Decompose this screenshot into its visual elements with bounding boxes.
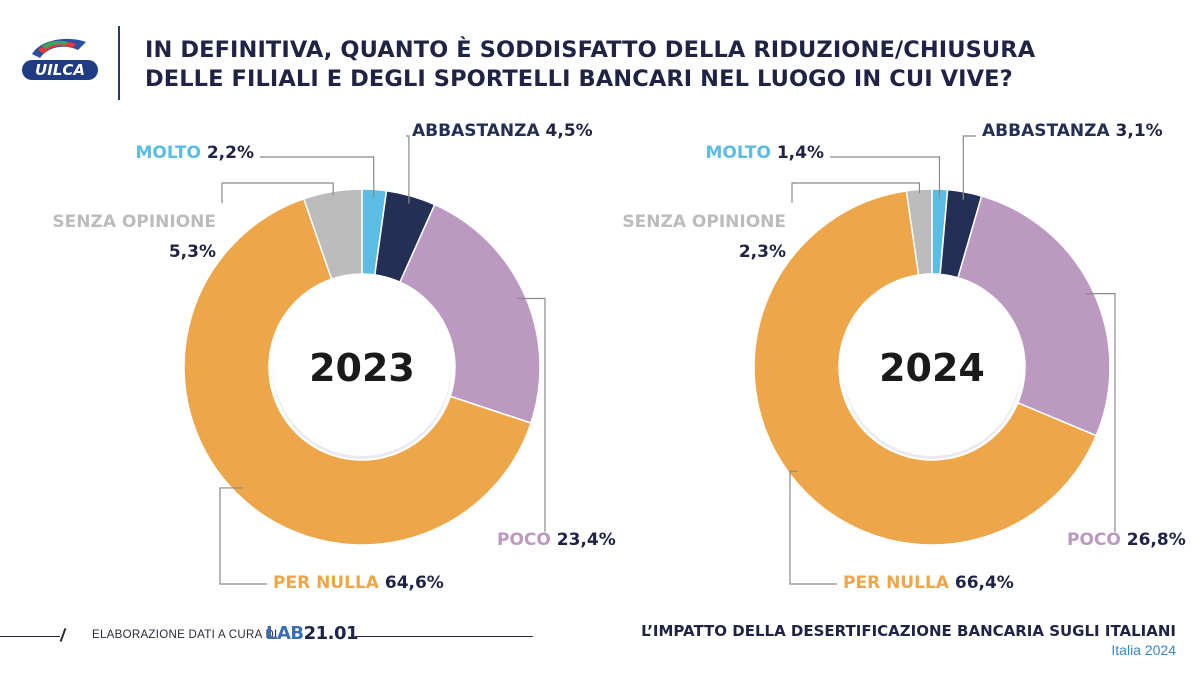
report-subtitle: Italia 2024 xyxy=(1111,642,1176,658)
value-senza-opinione: 5,3% xyxy=(169,242,216,262)
leader-line-senza-opinione xyxy=(791,182,921,203)
center-circle xyxy=(273,278,451,456)
label-molto: MOLTO 1,4% xyxy=(705,143,824,163)
title-line-2: DELLE FILIALI E DEGLI SPORTELLI BANCARI … xyxy=(145,66,1013,92)
chart-year-label: 2024 xyxy=(879,346,985,390)
leader-line-poco xyxy=(517,297,546,532)
leader-line-poco xyxy=(1085,293,1116,532)
slice-per-nulla-2024 xyxy=(753,190,1098,546)
label-senza-opinione: SENZA OPINIONE xyxy=(52,212,216,232)
logo-text: UILCA xyxy=(35,61,85,79)
center-circle xyxy=(843,278,1021,456)
label-poco: POCO 23,4% xyxy=(497,530,616,550)
label-name-per-nulla: PER NULLA xyxy=(843,573,955,593)
label-per-nulla: PER NULLA 66,4% xyxy=(843,573,1014,593)
label-senza-opinione: SENZA OPINIONE xyxy=(622,212,786,232)
label-poco: POCO 26,8% xyxy=(1067,530,1186,550)
uilca-logo: UILCA xyxy=(22,38,98,80)
value-senza-opinione: 2,3% xyxy=(739,242,786,262)
label-per-nulla: PER NULLA 64,6% xyxy=(273,573,444,593)
leader-line-molto xyxy=(260,156,375,198)
label-name-molto: MOLTO xyxy=(705,143,776,163)
leader-line-abbastanza xyxy=(406,135,410,204)
footer-rule-left xyxy=(0,636,60,637)
footer-rule-right xyxy=(355,636,533,637)
label-name-per-nulla: PER NULLA xyxy=(273,573,385,593)
label-name-poco: POCO xyxy=(1067,530,1127,550)
lab-prefix: LAB xyxy=(266,623,304,644)
lab-suffix: 21.01 xyxy=(303,623,359,644)
label-name-poco: POCO xyxy=(497,530,557,550)
leader-line-molto xyxy=(830,156,941,198)
leader-line-per-nulla xyxy=(219,487,267,585)
slice-senza-opinione-2023 xyxy=(302,188,363,281)
slice-per-nulla-2023 xyxy=(183,197,532,546)
slice-poco-2024 xyxy=(957,195,1111,437)
footer-credit: ELABORAZIONE DATI A CURA DI xyxy=(92,629,278,641)
value-abbastanza: 3,1% xyxy=(1116,121,1163,141)
value-poco: 26,8% xyxy=(1127,530,1186,550)
slice-senza-opinione-2024 xyxy=(905,188,933,276)
header-divider xyxy=(118,26,120,100)
label-molto: MOLTO 2,2% xyxy=(135,143,254,163)
value-per-nulla: 66,4% xyxy=(955,573,1014,593)
label-abbastanza: ABBASTANZA 3,1% xyxy=(982,121,1163,141)
label-name-abbastanza: ABBASTANZA xyxy=(412,121,546,141)
label-abbastanza: ABBASTANZA 4,5% xyxy=(412,121,593,141)
value-abbastanza: 4,5% xyxy=(546,121,593,141)
value-molto: 2,2% xyxy=(207,143,254,163)
page-title: IN DEFINITIVA, QUANTO È SODDISFATTO DELL… xyxy=(145,36,1035,94)
value-per-nulla: 64,6% xyxy=(385,573,444,593)
lab-logo: LAB21.01 xyxy=(266,623,359,644)
leader-line-senza-opinione xyxy=(221,182,334,203)
report-title: L’IMPATTO DELLA DESERTIFICAZIONE BANCARI… xyxy=(641,622,1176,640)
label-name-abbastanza: ABBASTANZA xyxy=(982,121,1116,141)
leader-line-abbastanza xyxy=(962,135,976,200)
value-poco: 23,4% xyxy=(557,530,616,550)
label-name-molto: MOLTO xyxy=(135,143,206,163)
chart-year-label: 2023 xyxy=(309,346,415,390)
value-molto: 1,4% xyxy=(777,143,824,163)
title-line-1: IN DEFINITIVA, QUANTO È SODDISFATTO DELL… xyxy=(145,37,1036,63)
leader-line-per-nulla xyxy=(789,470,837,585)
slice-poco-2023 xyxy=(399,203,541,425)
